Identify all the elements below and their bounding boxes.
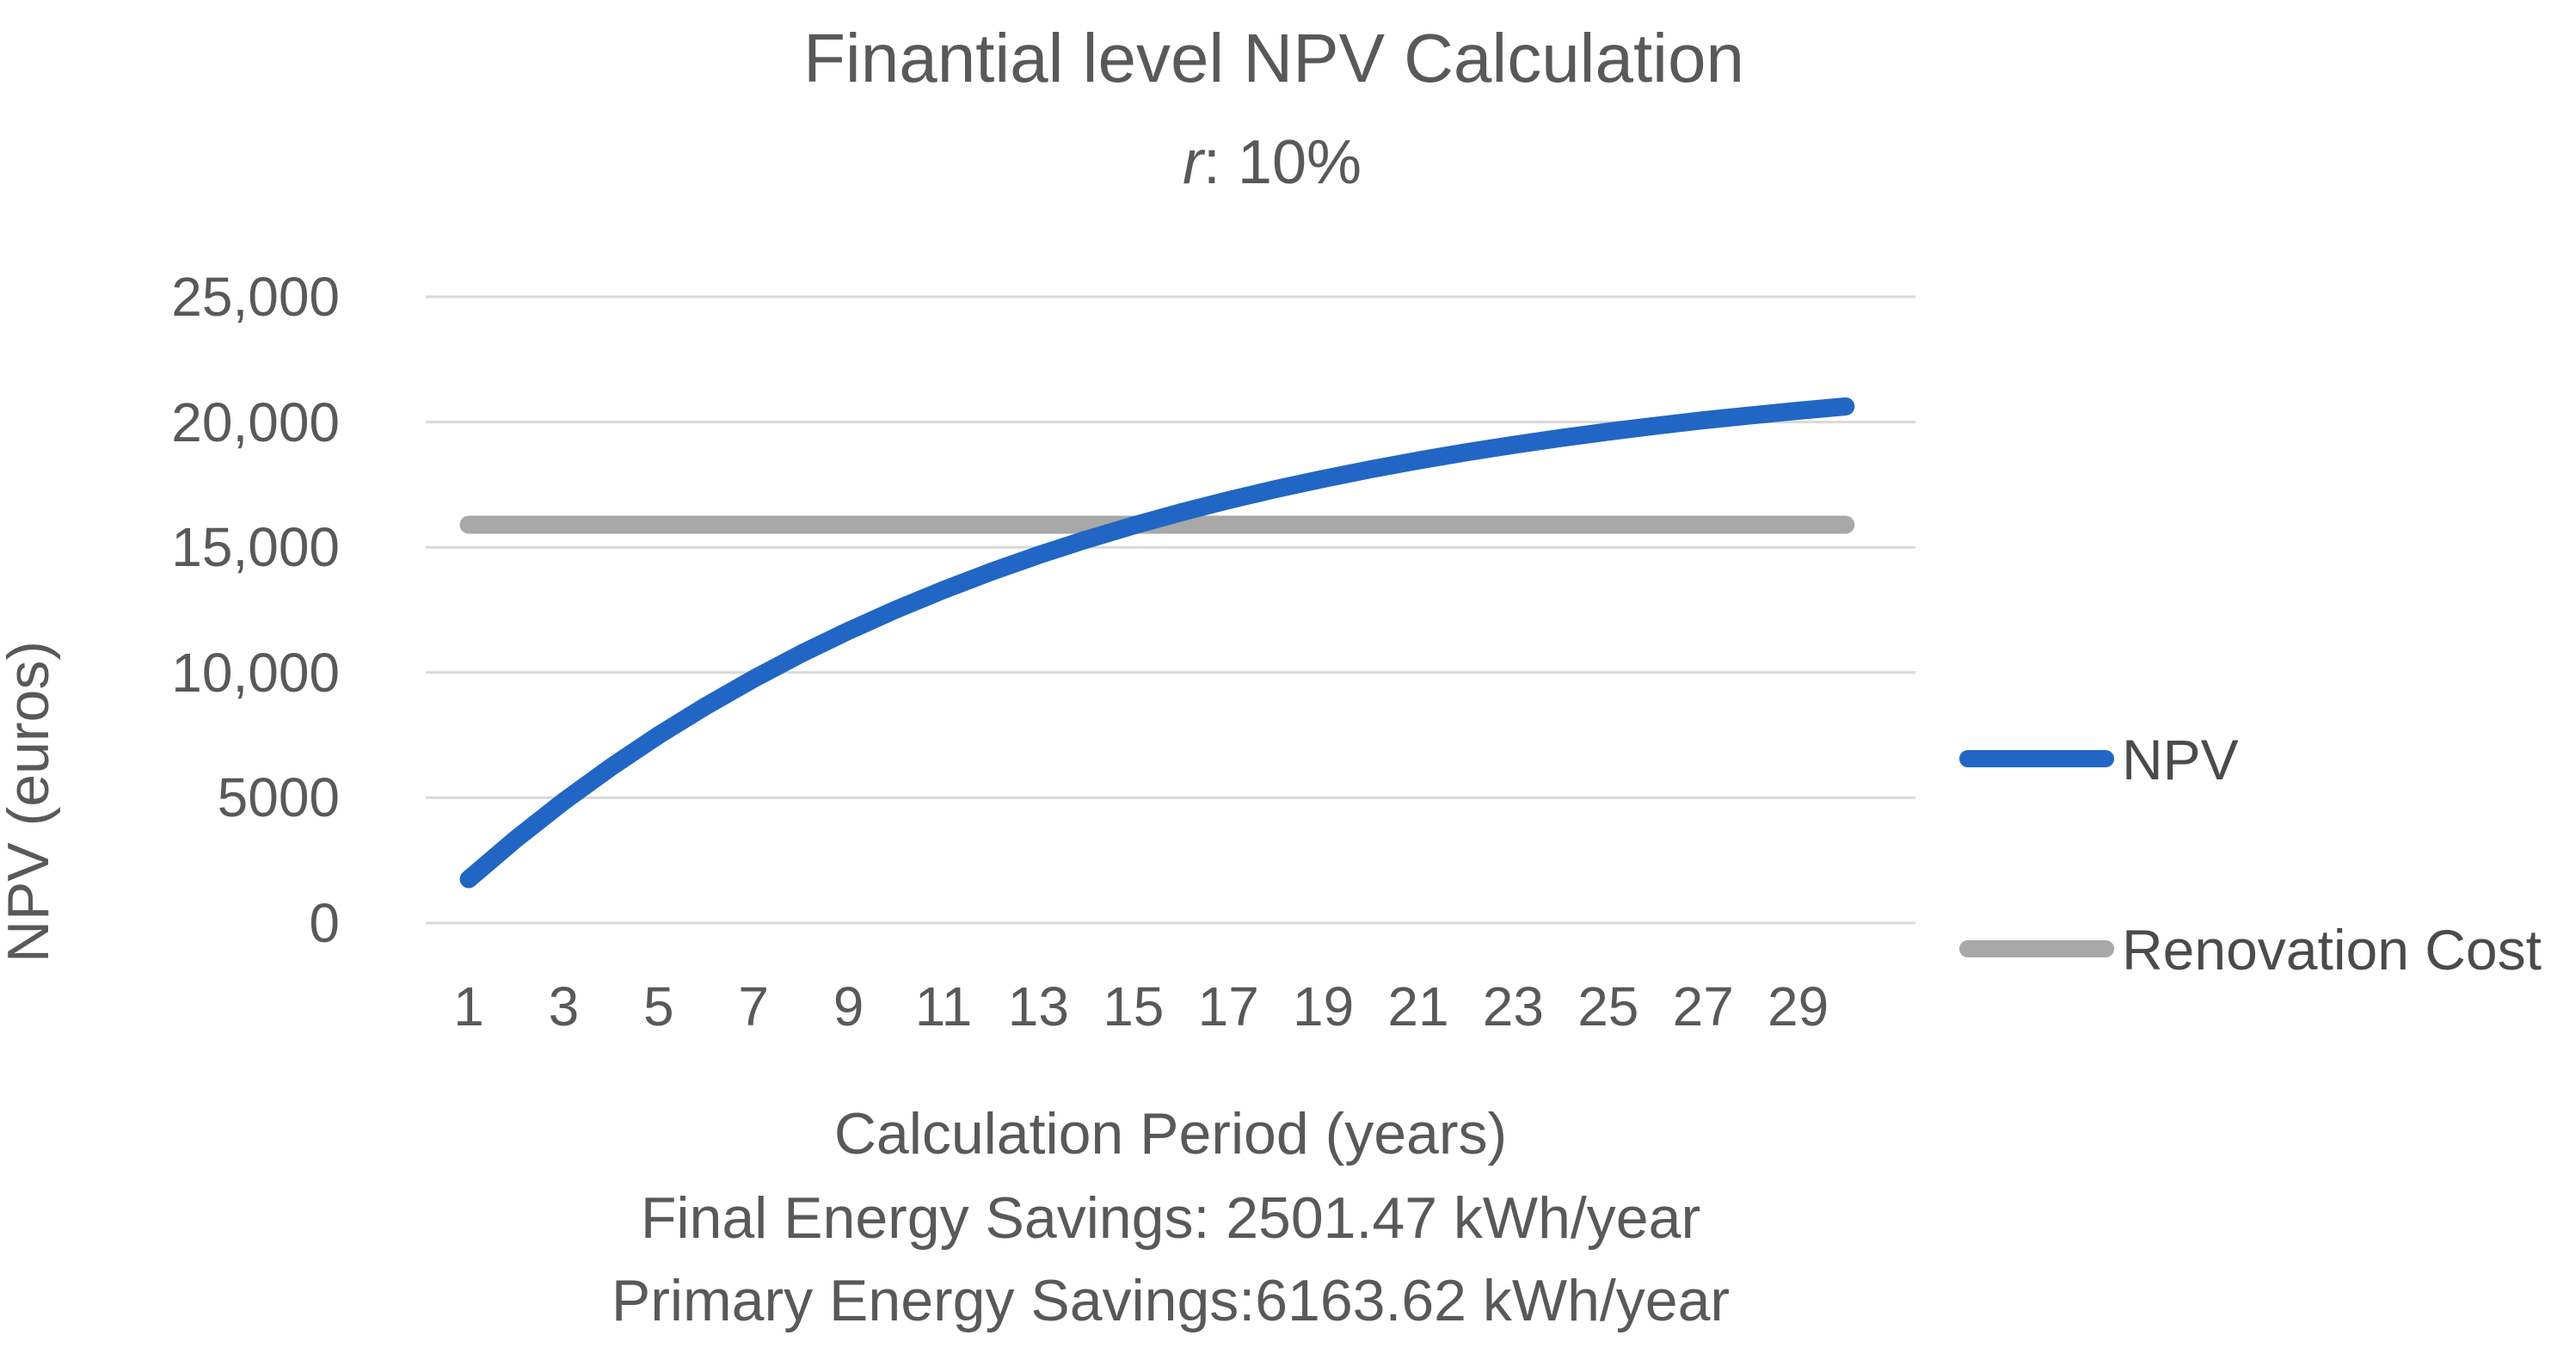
annotation-final-energy-savings: Final Energy Savings: 2501.47 kWh/year [640,1185,1701,1251]
x-tick-label: 13 [1007,975,1069,1037]
npv-line [459,397,1855,889]
x-tick-label: 3 [548,975,580,1037]
x-tick-label: 23 [1482,975,1544,1037]
legend-label-npv: NPV [2122,728,2239,791]
x-tick-label: 1 [453,975,484,1037]
chart-title: Finantial level NPV Calculation [803,20,1744,96]
x-tick-label: 27 [1672,975,1734,1037]
x-tick-label: 25 [1577,975,1639,1037]
y-tick-label: 20,000 [171,391,340,453]
x-tick-label: 9 [833,975,864,1037]
npv-line-swatch [1959,750,2114,767]
renovation-cost-line-swatch [1959,940,2114,957]
x-axis-title: Calculation Period (years) [833,1101,1508,1166]
x-tick-label: 15 [1103,975,1165,1037]
x-tick-label: 21 [1387,975,1449,1037]
x-tick-label: 29 [1768,975,1829,1037]
subtitle-value: : 10% [1202,128,1362,197]
x-tick-label: 19 [1293,975,1355,1037]
y-tick-label: 10,000 [171,641,340,704]
chart-subtitle: r: 10% [0,127,2544,198]
y-tick-label: 0 [309,892,340,954]
x-tick-label: 17 [1197,975,1259,1037]
y-tick-label: 5000 [217,766,340,829]
annotation-primary-energy-savings: Primary Energy Savings:6163.62 kWh/year [611,1268,1731,1333]
gridlines [426,295,1915,925]
subtitle-variable: r [1182,128,1203,197]
y-tick-label: 25,000 [171,266,340,328]
x-tick-label: 5 [643,975,674,1037]
legend-label-renovation-cost: Renovation Cost [2122,918,2542,982]
x-tick-label: 7 [738,975,769,1037]
series-lines [459,397,1855,889]
x-tick-label: 11 [914,975,973,1037]
y-tick-label: 15,000 [171,516,340,579]
